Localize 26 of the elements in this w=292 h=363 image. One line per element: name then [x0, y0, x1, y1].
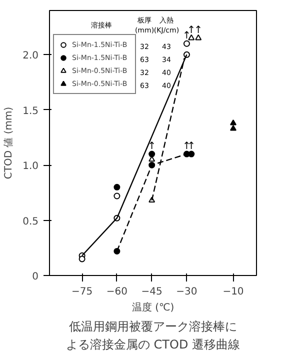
point [230, 119, 236, 126]
point [148, 150, 156, 158]
point [183, 40, 190, 47]
x-axis-title: 温度 (℃) [132, 302, 174, 314]
y-tick-label: 1.0 [22, 161, 39, 172]
y-tick-label: 1.5 [22, 106, 39, 117]
x-tick-label: −45 [141, 286, 162, 298]
y-tick-label: 0 [32, 272, 39, 282]
x-tick-label: −60 [106, 286, 128, 298]
point [114, 192, 120, 200]
point [78, 256, 86, 262]
annotation: ↑ [148, 140, 156, 152]
y-axis-title: CTOD 値 (mm) [2, 106, 15, 180]
x-tick-label: −10 [222, 286, 244, 298]
y-tick-label: 0.5 [22, 216, 39, 228]
point [188, 34, 195, 40]
point [114, 184, 120, 190]
point [188, 150, 195, 158]
x-tick-label: −30 [176, 286, 198, 298]
y-tick-label: 2.0 [22, 50, 39, 62]
annotation: ↑ [182, 30, 191, 42]
point [195, 34, 202, 40]
x-tick-label: −75 [72, 286, 93, 298]
annotation: ↑ [194, 24, 203, 36]
text: 低温用鋼用被覆アーク溶接棒による溶接金属の CTOD 遷移曲線 [66, 320, 240, 352]
point [230, 124, 236, 131]
